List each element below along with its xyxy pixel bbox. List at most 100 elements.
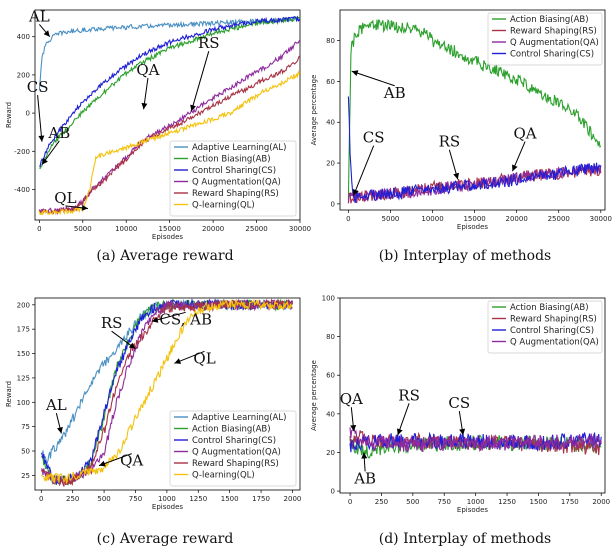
x-tick-label: 0: [348, 498, 352, 506]
y-axis-label: Reward: [5, 381, 13, 407]
legend-entry-CS: Control Sharing(CS): [510, 326, 594, 336]
x-tick-label: 250: [66, 495, 79, 503]
legend-entry-AL: Adaptive Learning(AL): [192, 413, 286, 423]
chart-caption: (d) Interplay of methods: [379, 531, 551, 547]
x-tick-label: 15000: [159, 225, 181, 233]
legend-entry-QL: Q-learning(QL): [192, 471, 255, 481]
legend-entry-RS: Reward Shaping(RS): [192, 189, 279, 199]
legend-entry-RS: Reward Shaping(RS): [510, 315, 597, 325]
legend-entry-AB: Action Biasing(AB): [192, 155, 271, 165]
annotation-arrow: [351, 70, 395, 87]
chart-d: 0 250 500 750 1000 1250 1500 1750 2000 0 20 40 60 80 1…: [310, 295, 610, 548]
x-tick-label: 1250: [189, 495, 207, 503]
annotation-arrow: [190, 51, 210, 112]
x-axis-label: Episodes: [457, 506, 488, 514]
legend: Action Biasing(AB) Reward Shaping(RS)Q Au…: [487, 12, 603, 66]
y-tick-label: 150: [17, 350, 30, 358]
legend-box: [169, 140, 297, 217]
annotation-label: RS: [398, 386, 420, 404]
annotation-arrowhead: [57, 426, 63, 434]
y-tick-label: 125: [17, 374, 30, 382]
x-tick-label: 1750: [561, 498, 579, 506]
x-tick-label: 0: [39, 495, 43, 503]
y-tick-label: 25: [21, 472, 30, 480]
x-tick-label: 30000: [590, 215, 612, 223]
annotation-label: QA: [120, 452, 143, 470]
legend-box: [487, 300, 603, 354]
x-tick-label: 0: [346, 215, 350, 223]
y-tick-label: 60: [326, 372, 335, 380]
y-tick-label: 100: [17, 399, 30, 407]
annotation-label: QA: [340, 390, 363, 408]
annotation-label: AB: [383, 84, 406, 102]
y-tick-label: 20: [326, 449, 335, 457]
x-tick-label: 500: [406, 498, 419, 506]
x-axis-label: Episodes: [152, 503, 183, 511]
legend-entry-AB: Action Biasing(AB): [510, 15, 589, 25]
x-tick-label: 2000: [592, 498, 610, 506]
y-axis-label: Average percentage: [310, 75, 318, 146]
y-tick-label: -400: [14, 186, 30, 194]
annotations: AL CS AB QA RS QL: [27, 7, 220, 211]
legend-entry-CS: Control Sharing(CS): [192, 166, 276, 176]
annotation-label: RS: [198, 34, 220, 52]
legend-entry-AL: Adaptive Learning(AL): [192, 143, 286, 153]
series-group: [349, 427, 602, 459]
y-tick-label: 60: [326, 78, 335, 86]
y-tick-label: 200: [17, 71, 30, 79]
x-tick-label: 20000: [506, 215, 528, 223]
series-line-CS: [38, 15, 300, 168]
y-axis-label: Reward: [5, 102, 13, 128]
annotation-label: CS: [27, 78, 49, 96]
series-line-QA: [349, 427, 602, 453]
x-tick-label: 2000: [284, 495, 302, 503]
legend-entry-CS: Control Sharing(CS): [510, 50, 594, 60]
annotations: AL RS CS, AB QL QA: [45, 310, 216, 469]
x-tick-label: 10000: [421, 215, 443, 223]
chart-b: 0 5000 10000 15000 20000 25000 30000 0 20 40 60 80 E…: [310, 9, 612, 264]
legend-entry-AB: Action Biasing(AB): [510, 303, 589, 313]
annotation-arrowhead: [352, 189, 359, 196]
legend: Action Biasing(AB) Reward Shaping(RS)Cont…: [487, 300, 603, 354]
annotation-label: QL: [193, 349, 215, 367]
y-tick-label: 80: [326, 37, 335, 45]
x-tick-label: 5000: [74, 225, 92, 233]
x-tick-label: 5000: [382, 215, 400, 223]
chart-c: 0 250 500 750 1000 1250 1500 1750 2000 25 50 75 100 1…: [5, 297, 302, 547]
x-tick-label: 500: [97, 495, 110, 503]
legend-entry-QA: Q Augmentation(QA): [192, 448, 281, 458]
annotation-label: QL: [54, 189, 76, 207]
annotation-label: RS: [439, 133, 461, 151]
annotation-arrowhead: [38, 135, 45, 142]
y-tick-label: 20: [326, 160, 335, 168]
annotation-label: RS: [101, 314, 123, 332]
series-line-CS: [347, 96, 602, 203]
x-tick-label: 25000: [245, 225, 267, 233]
y-tick-label: 40: [326, 119, 335, 127]
y-tick-label: 100: [322, 295, 335, 303]
legend: Adaptive Learning(AL) Action Biasing(AB)C…: [169, 410, 297, 487]
x-tick-label: 1750: [252, 495, 270, 503]
y-tick-label: 0: [26, 110, 30, 118]
series-group: [347, 18, 602, 204]
y-tick-label: 75: [21, 423, 30, 431]
legend-box: [487, 12, 603, 66]
series-group: [38, 15, 300, 216]
y-axis-label: Average percentage: [310, 360, 318, 431]
annotations: QA RS CS AB: [340, 386, 470, 487]
x-tick-label: 1000: [467, 498, 485, 506]
x-tick-label: 0: [37, 225, 41, 233]
annotation-arrowhead: [396, 428, 403, 436]
annotation-arrowhead: [512, 164, 518, 172]
chart-caption: (a) Average reward: [96, 248, 233, 264]
annotation-arrowhead: [351, 70, 359, 76]
legend-entry-RS: Reward Shaping(RS): [192, 459, 279, 469]
y-tick-label: 400: [17, 33, 30, 41]
legend-entry-AB: Action Biasing(AB): [192, 425, 271, 435]
annotations: AB CS RS QA: [351, 70, 537, 196]
series-line-QL: [38, 69, 300, 216]
x-tick-label: 1250: [498, 498, 516, 506]
annotation-label: QA: [514, 125, 537, 143]
annotation-arrowhead: [459, 428, 466, 436]
